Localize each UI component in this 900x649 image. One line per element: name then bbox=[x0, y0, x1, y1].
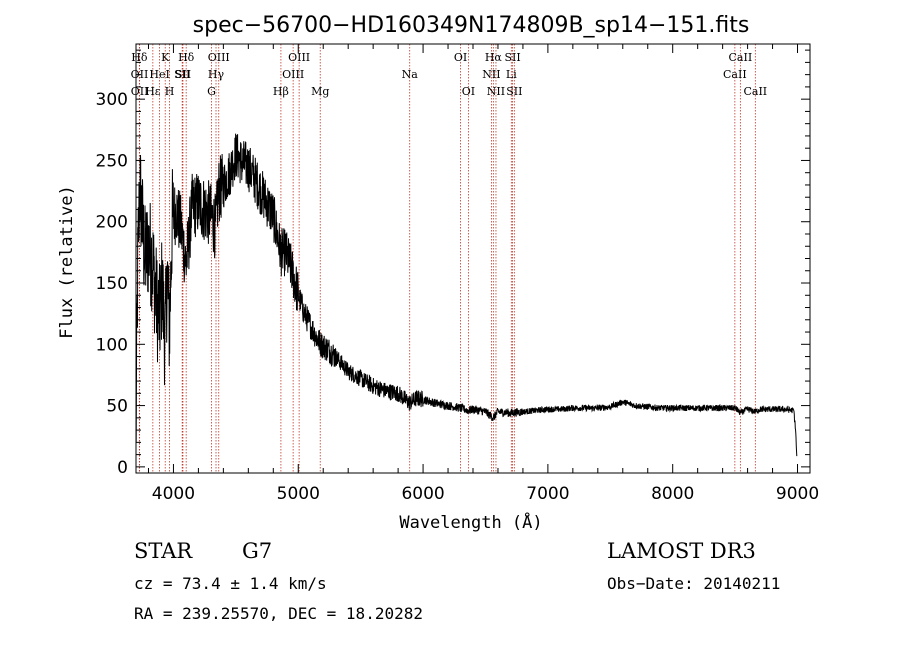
spectral-line-label: CaII bbox=[723, 68, 747, 81]
spectral-line-label: Hγ bbox=[208, 68, 225, 81]
chart-title: spec−56700−HD160349N174809B_sp14−151.fit… bbox=[193, 13, 750, 38]
y-axis-label: Flux (relative) bbox=[57, 185, 77, 339]
x-axis-ticks: 4000 5000 6000 7000 8000 9000 bbox=[147, 44, 819, 504]
spectrum-line bbox=[135, 133, 798, 457]
y-tick-label: 150 bbox=[96, 274, 128, 294]
y-tick-label: 200 bbox=[96, 213, 128, 233]
object-type: STAR bbox=[134, 539, 193, 563]
y-tick-label: 50 bbox=[106, 397, 128, 417]
x-axis-label: Wavelength (Å) bbox=[399, 511, 542, 533]
subclass: G7 bbox=[242, 539, 273, 563]
x-tick-label: 4000 bbox=[152, 484, 195, 504]
spectral-line-label: SII bbox=[504, 51, 520, 64]
x-tick-label: 6000 bbox=[401, 484, 444, 504]
spectral-line-label: OI bbox=[454, 51, 467, 64]
spectral-line-label: OIII bbox=[208, 51, 230, 64]
spectral-line-label: HeI bbox=[149, 68, 169, 81]
spectral-line-label: Hβ bbox=[273, 85, 289, 98]
obs-date: Obs−Date: 20140211 bbox=[607, 574, 781, 593]
spectral-line-label: G bbox=[207, 85, 216, 98]
spectral-line-label: H bbox=[165, 85, 175, 98]
y-axis-ticks: 0 50 100 150 200 250 300 bbox=[96, 49, 810, 478]
spectral-line-label: Mg bbox=[311, 85, 329, 98]
spectral-line-label: Hδ bbox=[178, 51, 195, 64]
spectral-line-label: Na bbox=[402, 68, 419, 81]
y-tick-label: 250 bbox=[96, 151, 128, 171]
spectral-line-label: Hε bbox=[145, 85, 161, 98]
spectral-line-label: SII bbox=[174, 68, 190, 81]
spectral-line-markers bbox=[138, 44, 756, 473]
y-tick-label: 0 bbox=[117, 458, 128, 478]
spectral-line-label: OI bbox=[462, 85, 475, 98]
spectral-line-label: NII bbox=[487, 85, 505, 98]
spectral-line-label: OII bbox=[131, 85, 149, 98]
coordinates: RA = 239.25570, DEC = 18.20282 bbox=[134, 604, 423, 623]
spectral-line-label: Li bbox=[506, 68, 517, 81]
spectral-line-label: SII bbox=[506, 85, 522, 98]
x-tick-label: 9000 bbox=[776, 484, 819, 504]
redshift-cz: cz = 73.4 ± 1.4 km/s bbox=[134, 574, 327, 593]
spectral-line-label: Hα bbox=[485, 51, 503, 64]
y-tick-label: 100 bbox=[96, 335, 128, 355]
y-tick-label: 300 bbox=[96, 90, 128, 110]
spectral-line-label: OIII bbox=[288, 51, 310, 64]
spectral-line-label: CaII bbox=[729, 51, 753, 64]
spectral-line-label: SII bbox=[175, 68, 191, 81]
spectral-line-label: NII bbox=[482, 68, 500, 81]
x-tick-label: 8000 bbox=[651, 484, 694, 504]
spectral-line-label: Hδ bbox=[131, 51, 148, 64]
x-tick-label: 5000 bbox=[277, 484, 320, 504]
spectral-line-label: K bbox=[161, 51, 170, 64]
spectral-line-label: OIII bbox=[282, 68, 304, 81]
x-tick-label: 7000 bbox=[526, 484, 569, 504]
spectral-line-label: CaII bbox=[743, 85, 767, 98]
survey-name: LAMOST DR3 bbox=[607, 539, 756, 563]
